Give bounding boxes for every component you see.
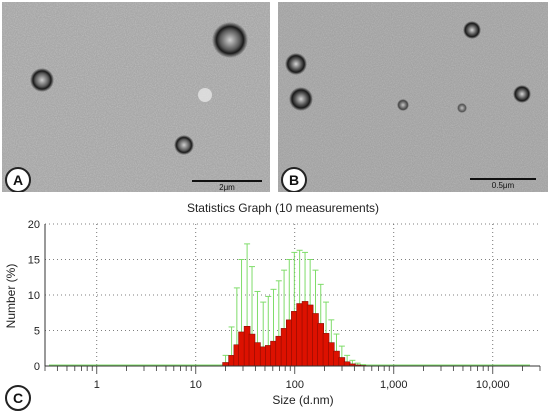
histogram-bar [239, 332, 245, 366]
micrograph-b-image [278, 2, 548, 192]
histogram-bar [223, 362, 229, 366]
x-tick-label: 1,000 [380, 379, 408, 391]
histogram-bar [307, 305, 313, 366]
y-tick-label: 15 [28, 255, 40, 267]
vesicle [174, 135, 194, 155]
micrograph-panel-a: 2μm A [2, 2, 270, 192]
scale-label-a: 2μm [192, 183, 262, 192]
histogram-bar [297, 304, 303, 366]
panel-label-a: A [5, 167, 31, 192]
scale-bar-a: 2μm [192, 180, 262, 192]
y-tick-label: 0 [34, 361, 40, 373]
histogram-bar [254, 343, 260, 366]
histogram-bar [249, 334, 255, 366]
vesicle [289, 87, 313, 111]
size-distribution-chart: Statistics Graph (10 measurements) Numbe… [0, 196, 550, 410]
vesicle [457, 103, 467, 113]
particle [198, 88, 212, 102]
x-tick-label: 10,000 [476, 379, 510, 391]
x-tick-label: 1 [94, 379, 100, 391]
micrograph-panel-b: 0.5μm B [278, 2, 548, 192]
vesicle [212, 22, 248, 58]
x-tick-label: 100 [286, 379, 304, 391]
panel-label-c: C [5, 385, 31, 411]
vesicle [463, 21, 481, 39]
micrograph-a-image [2, 2, 270, 192]
bars [223, 301, 372, 366]
vesicle [30, 68, 54, 92]
chart-title: Statistics Graph (10 measurements) [187, 201, 379, 215]
y-tick-label: 10 [28, 290, 40, 302]
x-tick-label: 10 [190, 379, 202, 391]
y-tick-label: 20 [28, 219, 40, 231]
vesicle [397, 99, 409, 111]
x-axis-label: Size (d.nm) [272, 393, 333, 407]
scale-bar-b: 0.5μm [470, 178, 536, 190]
panel-label-b: B [281, 167, 307, 192]
vesicle [285, 53, 307, 75]
scale-label-b: 0.5μm [470, 181, 536, 190]
y-axis-label: Number (%) [4, 264, 18, 329]
y-tick-label: 5 [34, 326, 40, 338]
vesicle [513, 85, 531, 103]
